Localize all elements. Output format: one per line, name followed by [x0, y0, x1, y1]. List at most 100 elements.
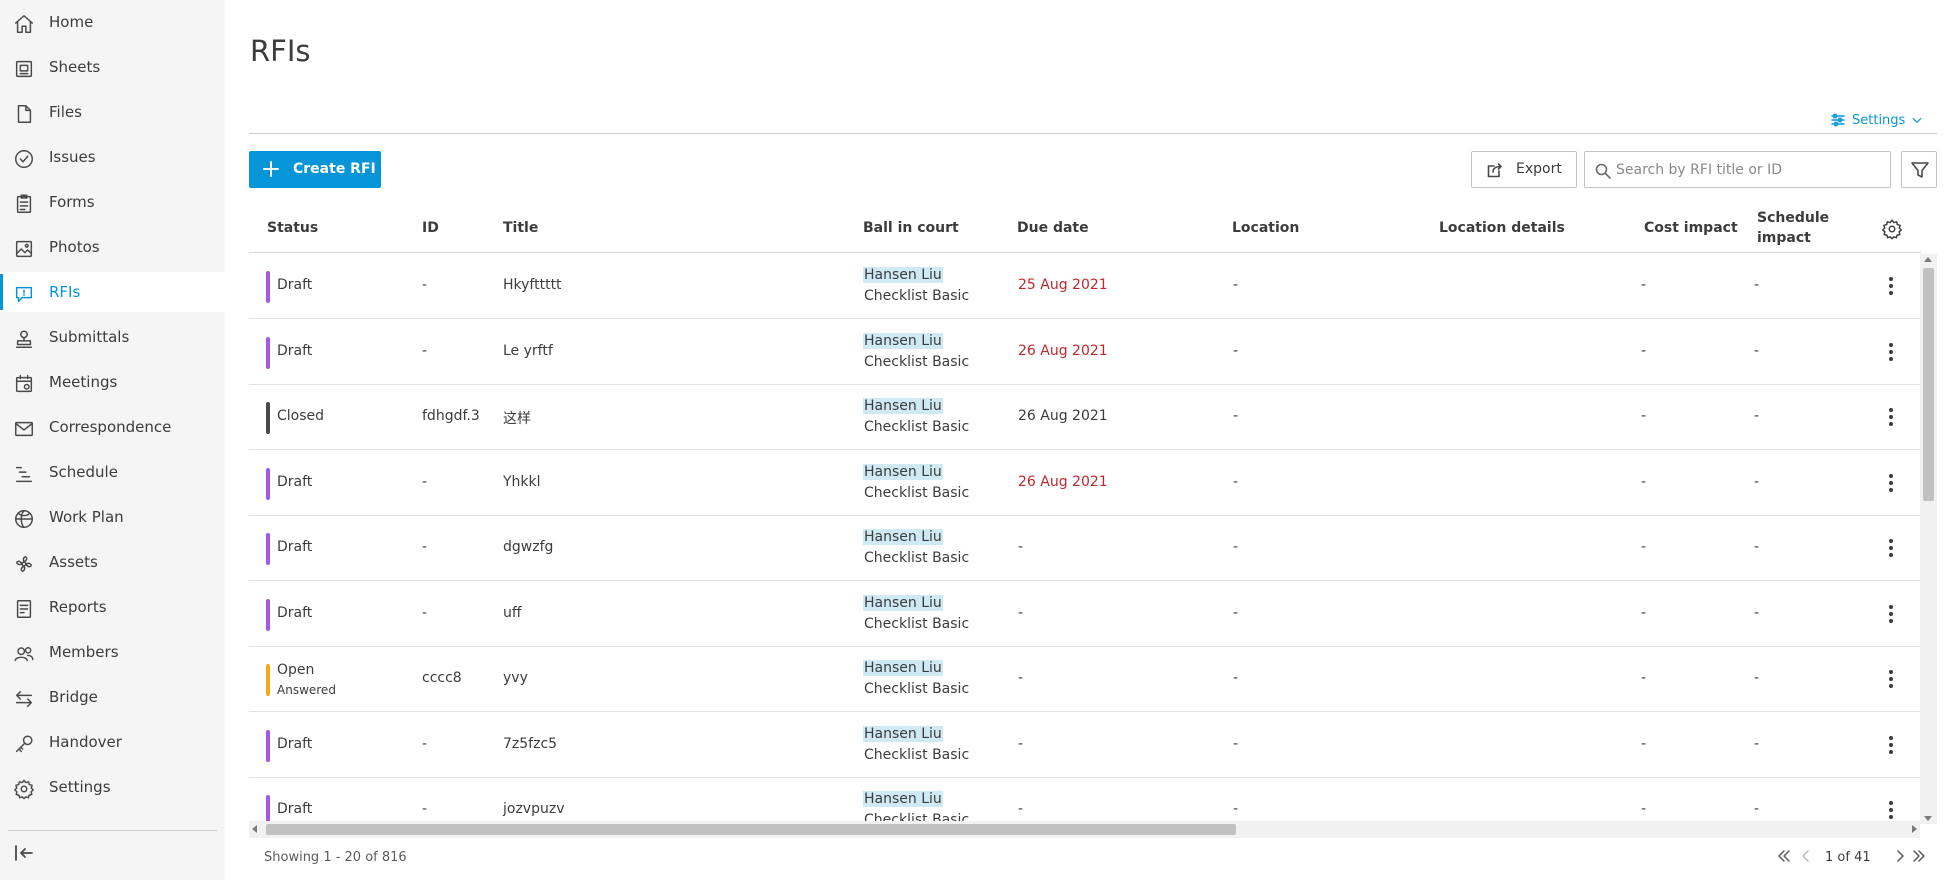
- assets-icon: [12, 552, 36, 576]
- submittals-icon: [12, 327, 36, 351]
- rfi-id: -: [422, 539, 427, 555]
- scroll-up-icon[interactable]: [1924, 257, 1932, 262]
- table-row[interactable]: Draft - Yhkkl Hansen Liu Checklist Basic 26 A…: [249, 451, 1921, 516]
- rfi-title[interactable]: Le yrftf: [503, 343, 553, 359]
- rfi-title[interactable]: 7z5fzc5: [503, 736, 557, 752]
- rfi-title[interactable]: 这样: [503, 408, 531, 428]
- export-button[interactable]: Export: [1471, 151, 1577, 188]
- sidebar-item-rfis[interactable]: RFIs: [0, 272, 225, 312]
- sidebar-item-files[interactable]: Files: [0, 92, 225, 132]
- sidebar-item-forms[interactable]: Forms: [0, 182, 225, 222]
- status-label: Open: [277, 662, 314, 678]
- more-options-icon[interactable]: [1879, 405, 1903, 429]
- sidebar-item-photos[interactable]: Photos: [0, 227, 225, 267]
- table-row[interactable]: Draft - 7z5fzc5 Hansen Liu Checklist Basic - -…: [249, 713, 1921, 778]
- column-settings-gear-icon[interactable]: [1881, 218, 1903, 240]
- table-row[interactable]: Draft - dgwzfg Hansen Liu Checklist Basic - - -…: [249, 516, 1921, 581]
- rfi-title[interactable]: uff: [503, 605, 522, 621]
- sidebar-item-label: Handover: [49, 733, 122, 751]
- rfi-title[interactable]: Hkyfttttt: [503, 277, 562, 293]
- settings-dropdown[interactable]: Settings: [1830, 110, 1923, 130]
- vertical-scrollbar[interactable]: [1920, 254, 1937, 824]
- table-row[interactable]: Draft - Hkyfttttt Hansen Liu Checklist Basic…: [249, 254, 1921, 319]
- sidebar-item-label: Sheets: [49, 58, 100, 76]
- scroll-right-icon[interactable]: [1912, 825, 1917, 833]
- status-indicator: [266, 533, 270, 565]
- search-input[interactable]: [1616, 152, 1886, 187]
- files-icon: [12, 102, 36, 126]
- sidebar-item-work-plan[interactable]: Work Plan: [0, 497, 225, 537]
- table-row[interactable]: Open Answered cccc8 yvy Hansen Liu Checklist …: [249, 647, 1921, 712]
- column-header-schedule-impact[interactable]: Schedule: [1757, 208, 1829, 228]
- column-header-title[interactable]: Title: [503, 218, 538, 238]
- search-field: [1584, 151, 1891, 188]
- column-header-location[interactable]: Location: [1232, 218, 1299, 238]
- first-page-icon[interactable]: [1775, 847, 1793, 865]
- sidebar-item-bridge[interactable]: Bridge: [0, 677, 225, 717]
- sidebar-item-home[interactable]: Home: [0, 2, 225, 42]
- photos-icon: [12, 237, 36, 261]
- due-date: -: [1018, 605, 1023, 621]
- column-header-due-date[interactable]: Due date: [1017, 218, 1089, 238]
- kebab-dot: [1889, 605, 1893, 609]
- sidebar-item-meetings[interactable]: Meetings: [0, 362, 225, 402]
- sidebar-item-correspondence[interactable]: Correspondence: [0, 407, 225, 447]
- sidebar-item-label: Submittals: [49, 328, 129, 346]
- last-page-icon[interactable]: [1910, 847, 1928, 865]
- more-options-icon[interactable]: [1879, 798, 1903, 822]
- scroll-down-icon[interactable]: [1924, 816, 1932, 821]
- ball-in-court-name: Hansen Liu: [863, 791, 943, 807]
- sidebar-item-submittals[interactable]: Submittals: [0, 317, 225, 357]
- column-header-location-details[interactable]: Location details: [1439, 218, 1565, 238]
- create-rfi-button[interactable]: Create RFI: [249, 151, 381, 188]
- status-label: Draft: [277, 801, 312, 817]
- sidebar-item-issues[interactable]: Issues: [0, 137, 225, 177]
- rfi-title[interactable]: yvy: [503, 670, 528, 686]
- rfi-title[interactable]: dgwzfg: [503, 539, 553, 555]
- horizontal-scrollbar[interactable]: [249, 821, 1920, 838]
- more-options-icon[interactable]: [1879, 471, 1903, 495]
- column-header-cost-impact[interactable]: Cost impact: [1644, 218, 1738, 238]
- collapse-sidebar-icon[interactable]: [12, 841, 36, 865]
- previous-page-icon[interactable]: [1797, 847, 1815, 865]
- page-title: RFIs: [250, 34, 311, 68]
- rfi-title[interactable]: Yhkkl: [503, 474, 541, 490]
- rfi-title[interactable]: jozvpuzv: [503, 801, 564, 817]
- column-header-id[interactable]: ID: [422, 218, 439, 238]
- next-page-icon[interactable]: [1891, 847, 1909, 865]
- status-indicator: [266, 599, 270, 631]
- sidebar-item-settings[interactable]: Settings: [0, 767, 225, 807]
- sidebar-item-sheets[interactable]: Sheets: [0, 47, 225, 87]
- scroll-left-icon[interactable]: [252, 825, 257, 833]
- sidebar-item-label: Settings: [49, 778, 111, 796]
- more-options-icon[interactable]: [1879, 602, 1903, 626]
- more-options-icon[interactable]: [1879, 340, 1903, 364]
- table-row[interactable]: Draft - Le yrftf Hansen Liu Checklist Basic 2…: [249, 320, 1921, 385]
- kebab-dot: [1889, 670, 1893, 674]
- rfi-id: fdhgdf.3: [422, 408, 480, 424]
- location: -: [1233, 343, 1238, 359]
- table-row[interactable]: Draft - uff Hansen Liu Checklist Basic - - - -: [249, 582, 1921, 647]
- sidebar-item-handover[interactable]: Handover: [0, 722, 225, 762]
- table-row[interactable]: Closed fdhgdf.3 这样 Hansen Liu Checklist Basi…: [249, 385, 1921, 450]
- status-indicator: [266, 402, 270, 434]
- sidebar-item-members[interactable]: Members: [0, 632, 225, 672]
- filter-button[interactable]: [1901, 151, 1937, 188]
- scrollbar-thumb[interactable]: [266, 824, 1236, 835]
- sidebar-item-label: Reports: [49, 598, 107, 616]
- more-options-icon[interactable]: [1879, 733, 1903, 757]
- more-options-icon[interactable]: [1879, 536, 1903, 560]
- sidebar-item-label: RFIs: [49, 283, 80, 301]
- more-options-icon[interactable]: [1879, 667, 1903, 691]
- sidebar-item-reports[interactable]: Reports: [0, 587, 225, 627]
- column-header-status[interactable]: Status: [267, 218, 318, 238]
- sidebar-item-assets[interactable]: Assets: [0, 542, 225, 582]
- sidebar-item-schedule[interactable]: Schedule: [0, 452, 225, 492]
- more-options-icon[interactable]: [1879, 274, 1903, 298]
- status-label: Draft: [277, 605, 312, 621]
- column-header-ball-in-court[interactable]: Ball in court: [863, 218, 959, 238]
- due-date: 26 Aug 2021: [1018, 408, 1108, 424]
- scrollbar-thumb[interactable]: [1923, 268, 1934, 501]
- table-row[interactable]: Draft - jozvpuzv Hansen Liu Checklist Basic -…: [249, 778, 1921, 825]
- meetings-icon: [12, 372, 36, 396]
